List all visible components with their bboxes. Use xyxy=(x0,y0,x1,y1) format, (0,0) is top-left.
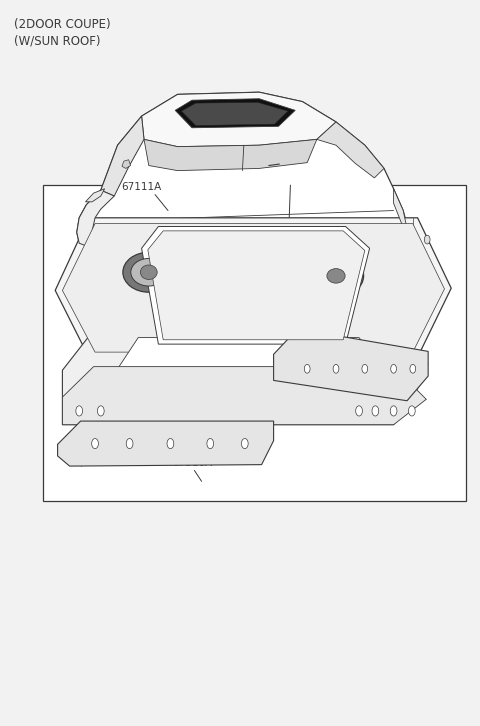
Circle shape xyxy=(356,406,362,416)
Text: (W/SUN ROOF): (W/SUN ROOF) xyxy=(14,35,101,48)
Circle shape xyxy=(391,364,396,373)
Polygon shape xyxy=(274,329,428,401)
Polygon shape xyxy=(148,231,365,340)
Ellipse shape xyxy=(308,255,364,297)
Circle shape xyxy=(241,439,248,449)
Circle shape xyxy=(167,439,174,449)
Circle shape xyxy=(372,406,379,416)
Circle shape xyxy=(408,406,415,416)
Circle shape xyxy=(92,439,98,449)
Polygon shape xyxy=(181,102,288,126)
Polygon shape xyxy=(62,330,426,425)
Polygon shape xyxy=(115,338,388,417)
Polygon shape xyxy=(62,367,426,425)
Circle shape xyxy=(362,364,368,373)
Circle shape xyxy=(410,364,416,373)
Polygon shape xyxy=(175,99,295,128)
Polygon shape xyxy=(77,190,114,247)
Text: (2DOOR COUPE): (2DOOR COUPE) xyxy=(14,18,111,31)
Polygon shape xyxy=(122,160,131,168)
Ellipse shape xyxy=(131,258,167,286)
Polygon shape xyxy=(142,92,336,147)
Ellipse shape xyxy=(140,265,157,280)
Circle shape xyxy=(390,406,397,416)
Polygon shape xyxy=(85,189,105,202)
Text: 67111A: 67111A xyxy=(121,182,162,192)
Text: 67130A: 67130A xyxy=(292,362,332,372)
Circle shape xyxy=(76,406,83,416)
Polygon shape xyxy=(317,122,384,178)
Text: 67310A: 67310A xyxy=(172,458,212,468)
Circle shape xyxy=(304,364,310,373)
Polygon shape xyxy=(101,116,144,196)
Bar xyxy=(43,185,466,501)
Circle shape xyxy=(424,235,430,244)
Polygon shape xyxy=(142,227,370,344)
Polygon shape xyxy=(388,189,407,274)
Ellipse shape xyxy=(327,269,345,283)
Polygon shape xyxy=(62,224,444,352)
Circle shape xyxy=(126,439,133,449)
Polygon shape xyxy=(55,218,451,357)
Polygon shape xyxy=(58,421,274,466)
Text: 67115: 67115 xyxy=(149,356,182,367)
Text: 67110: 67110 xyxy=(269,291,302,301)
Circle shape xyxy=(97,406,104,416)
Ellipse shape xyxy=(123,253,175,292)
Polygon shape xyxy=(144,139,317,171)
Circle shape xyxy=(333,364,339,373)
Polygon shape xyxy=(77,92,408,286)
Ellipse shape xyxy=(317,261,355,290)
Circle shape xyxy=(207,439,214,449)
